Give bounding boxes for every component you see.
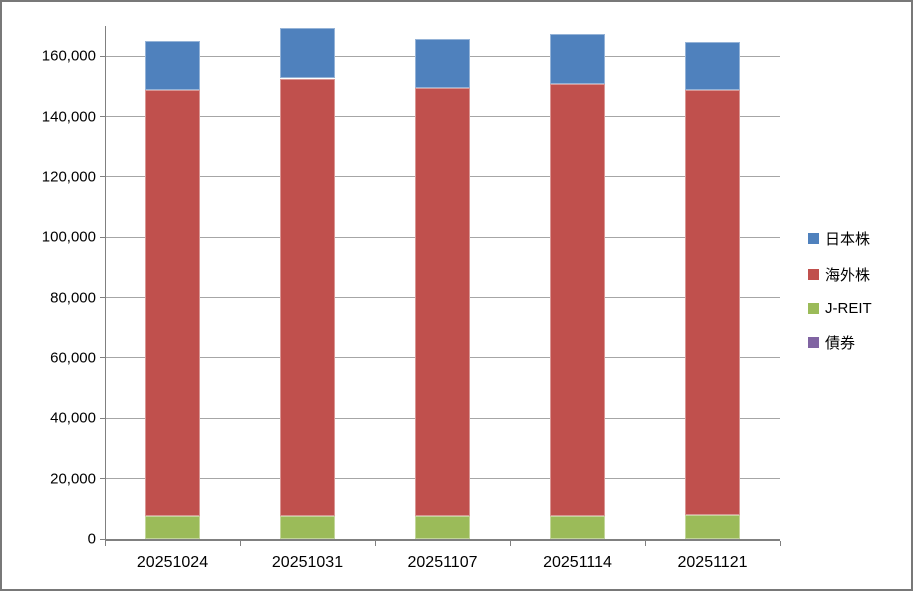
bar-segment-J-REIT[interactable] (145, 516, 200, 539)
legend-item-日本株[interactable]: 日本株 (808, 228, 872, 249)
y-axis-tick-label: 120,000 (41, 168, 96, 186)
y-axis-tick-label: 80,000 (50, 289, 96, 307)
y-axis-tick-label: 40,000 (50, 409, 96, 427)
x-axis-category-label: 20251114 (543, 554, 612, 571)
x-axis-line (105, 539, 780, 541)
y-axis-tick (100, 56, 105, 57)
bar-segment-J-REIT[interactable] (550, 516, 605, 539)
bar-segment-海外株[interactable] (550, 84, 605, 517)
bar-segment-日本株[interactable] (145, 41, 200, 90)
y-axis-tick-label: 140,000 (41, 108, 96, 126)
y-axis-tick-label: 100,000 (41, 228, 96, 246)
bar-segment-J-REIT[interactable] (685, 515, 740, 539)
x-axis-tick (105, 541, 106, 546)
y-axis-tick (100, 418, 105, 419)
bar-segment-海外株[interactable] (685, 89, 740, 516)
x-axis-tick (240, 541, 241, 546)
chart-legend: 日本株海外株 J-REIT 債券 (808, 228, 872, 353)
bar-segment-海外株[interactable] (280, 78, 335, 516)
legend-marker-icon (808, 233, 819, 244)
legend-marker-icon (808, 303, 819, 314)
y-axis-tick (100, 116, 105, 117)
y-axis-tick (100, 357, 105, 358)
bar-segment-日本株[interactable] (415, 38, 470, 88)
y-axis-tick-label: 60,000 (50, 349, 96, 367)
x-axis-tick (780, 541, 781, 546)
bar-segment-海外株[interactable] (415, 87, 470, 517)
legend-label: 日本株 (825, 231, 871, 248)
bar-segment-J-REIT[interactable] (415, 516, 470, 539)
legend-item-債券[interactable]: 債券 (808, 332, 872, 353)
y-axis-tick-label: 160,000 (41, 47, 96, 65)
y-axis-tick (100, 539, 105, 540)
y-axis-tick (100, 237, 105, 238)
y-axis-tick-label: 20,000 (50, 470, 96, 488)
y-axis-tick-label: 0 (87, 530, 96, 548)
legend-label: 債券 (825, 335, 856, 352)
bar-segment-J-REIT[interactable] (280, 515, 335, 539)
x-axis-category-label: 20251024 (136, 554, 209, 571)
y-axis-line (105, 26, 106, 541)
y-axis-tick (100, 176, 105, 177)
bar-segment-海外株[interactable] (145, 89, 200, 517)
x-axis-tick (375, 541, 376, 546)
x-axis-tick (510, 541, 511, 546)
legend-marker-icon (808, 269, 819, 280)
y-axis-tick (100, 297, 105, 298)
legend-item-J-REIT[interactable]: J-REIT (808, 300, 872, 317)
legend-item-海外株[interactable]: 海外株 (808, 264, 872, 285)
legend-marker-icon (808, 337, 819, 348)
legend-label: J-REIT (825, 300, 872, 317)
x-axis-category-label: 20251031 (271, 554, 344, 571)
bar-segment-日本株[interactable] (685, 41, 740, 90)
x-axis-category-label: 20251121 (677, 554, 748, 571)
x-axis-category-label: 20251107 (407, 554, 478, 571)
bar-segment-日本株[interactable] (280, 28, 335, 79)
legend-label: 海外株 (825, 267, 871, 284)
bar-segment-日本株[interactable] (550, 33, 605, 85)
y-axis-tick (100, 478, 105, 479)
x-axis-tick (645, 541, 646, 546)
